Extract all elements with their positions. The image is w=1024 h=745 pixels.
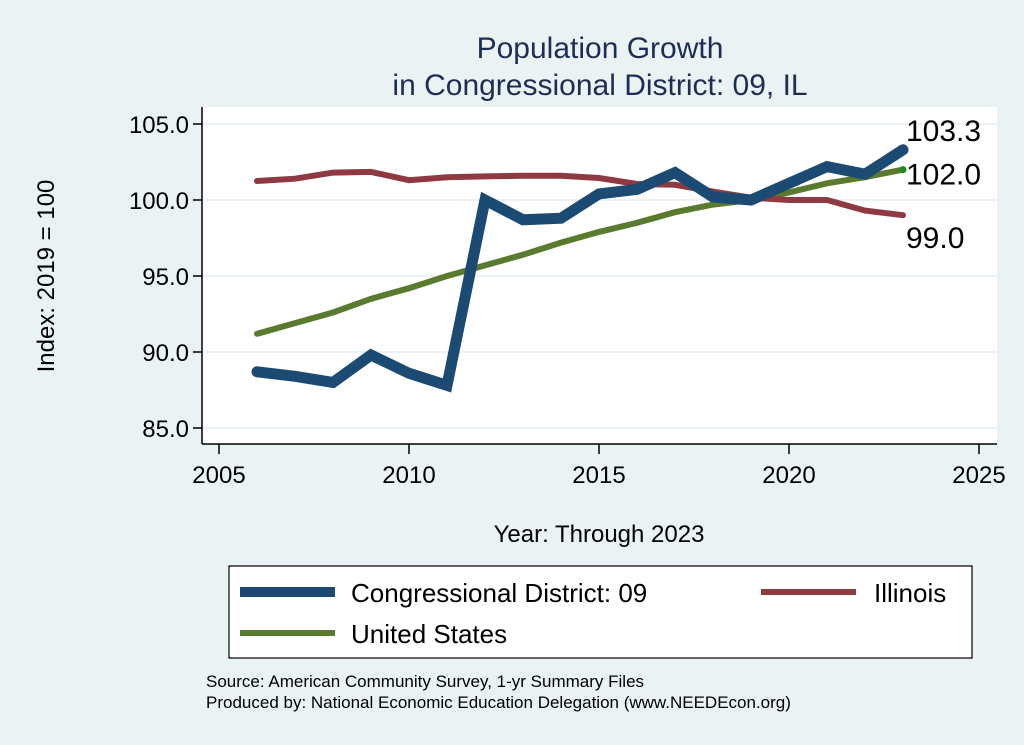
end-labels: 103.3 99.0 102.0 — [906, 115, 981, 255]
series-line-district — [251, 144, 909, 393]
y-tick-label: 85.0 — [142, 416, 189, 443]
end-label-united-states: 102.0 — [906, 159, 981, 192]
series-line-illinois — [254, 168, 906, 219]
y-tick-label: 90.0 — [142, 340, 189, 367]
united-states-end-marker — [899, 166, 907, 174]
chart-title-line-1: Population Growth — [477, 32, 724, 65]
series-layer — [251, 144, 909, 393]
end-label-district: 103.3 — [906, 115, 981, 148]
x-ticks: 2005 2010 2015 2020 2025 — [192, 444, 1006, 489]
legend-label-illinois: Illinois — [874, 578, 946, 608]
x-tick-label: 2010 — [382, 462, 435, 489]
x-tick-label: 2005 — [192, 462, 245, 489]
legend-item-illinois: Illinois — [761, 578, 946, 608]
y-tick-label: 100.0 — [129, 188, 189, 215]
legend-label-united-states: United States — [351, 619, 507, 649]
x-tick-label: 2020 — [762, 462, 815, 489]
series-line-united-states — [254, 166, 906, 337]
y-axis-title: Index: 2019 = 100 — [33, 180, 60, 373]
x-tick-label: 2025 — [952, 462, 1005, 489]
legend-item-district: Congressional District: 09 — [240, 578, 647, 608]
x-tick-label: 2015 — [572, 462, 625, 489]
source-note: Source: American Community Survey, 1-yr … — [206, 672, 644, 691]
legend-label-district: Congressional District: 09 — [351, 578, 647, 608]
y-ticks: 85.0 90.0 95.0 100.0 105.0 — [129, 112, 202, 443]
y-tick-label: 105.0 — [129, 112, 189, 139]
legend-item-united-states: United States — [240, 619, 507, 649]
legend-box — [228, 565, 973, 659]
chart-title-line-2: in Congressional District: 09, IL — [392, 69, 807, 102]
x-axis-title: Year: Through 2023 — [494, 521, 705, 548]
producer-note: Produced by: National Economic Education… — [206, 693, 791, 712]
end-label-illinois: 99.0 — [906, 222, 964, 255]
y-tick-label: 95.0 — [142, 264, 189, 291]
